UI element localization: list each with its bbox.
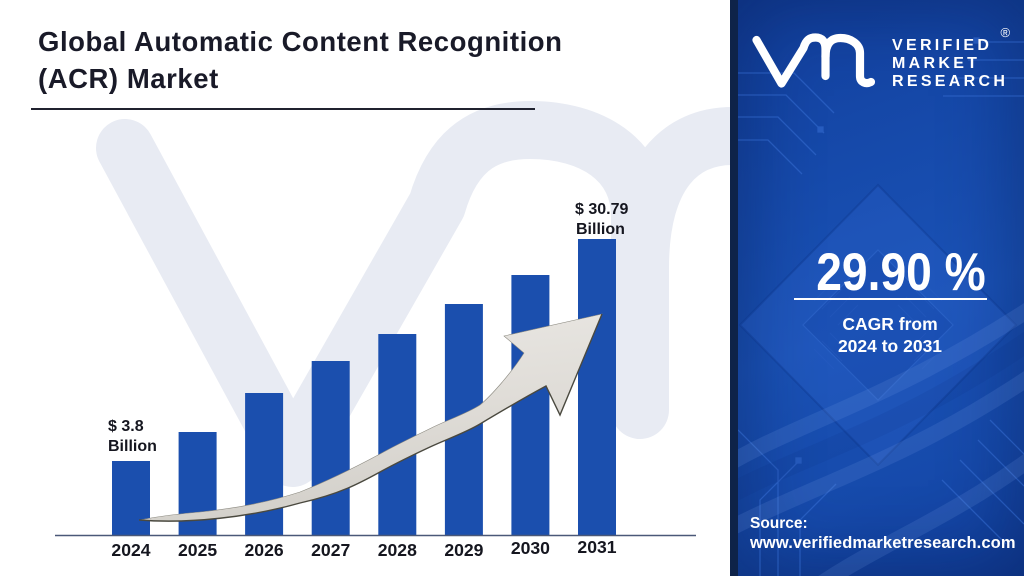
svg-text:2024: 2024 bbox=[111, 540, 150, 560]
svg-text:2026: 2026 bbox=[245, 540, 284, 560]
svg-text:$ 3.8: $ 3.8 bbox=[108, 418, 144, 435]
svg-text:$ 30.79: $ 30.79 bbox=[575, 201, 628, 218]
svg-text:Billion: Billion bbox=[576, 221, 625, 238]
svg-text:2031: 2031 bbox=[577, 537, 616, 557]
svg-text:2028: 2028 bbox=[378, 540, 417, 560]
svg-text:2025: 2025 bbox=[178, 540, 217, 560]
svg-text:2027: 2027 bbox=[311, 540, 350, 560]
svg-text:2030: 2030 bbox=[511, 538, 550, 558]
svg-text:Billion: Billion bbox=[108, 438, 157, 455]
svg-text:2029: 2029 bbox=[444, 540, 483, 560]
